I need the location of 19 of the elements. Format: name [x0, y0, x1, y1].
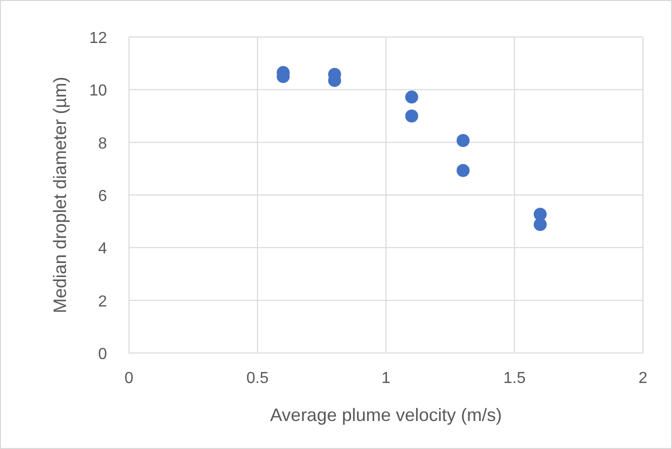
y-tick-label: 8	[98, 135, 108, 152]
point	[405, 110, 418, 122]
x-tick-label: 0.5	[246, 370, 269, 387]
x-axis-title: Average plume velocity (m/s)	[270, 405, 502, 425]
point	[456, 164, 470, 178]
y-tick-label: 12	[89, 30, 108, 47]
x-tick-label: 0	[124, 370, 134, 387]
y-tick-label: 2	[98, 293, 108, 310]
y-axis-title: Median droplet diameter (µm)	[50, 76, 70, 314]
point	[405, 90, 418, 104]
x-tick-label: 2	[638, 370, 648, 387]
x-tick-label: 1.5	[503, 370, 526, 387]
y-tick-label: 10	[89, 82, 108, 100]
y-tick-label: 4	[98, 240, 108, 258]
point	[534, 218, 547, 231]
y-tick-label: 0	[98, 346, 108, 363]
point	[456, 134, 470, 147]
y-tick-label: 6	[98, 188, 108, 205]
x-tick-label: 1	[382, 370, 391, 387]
